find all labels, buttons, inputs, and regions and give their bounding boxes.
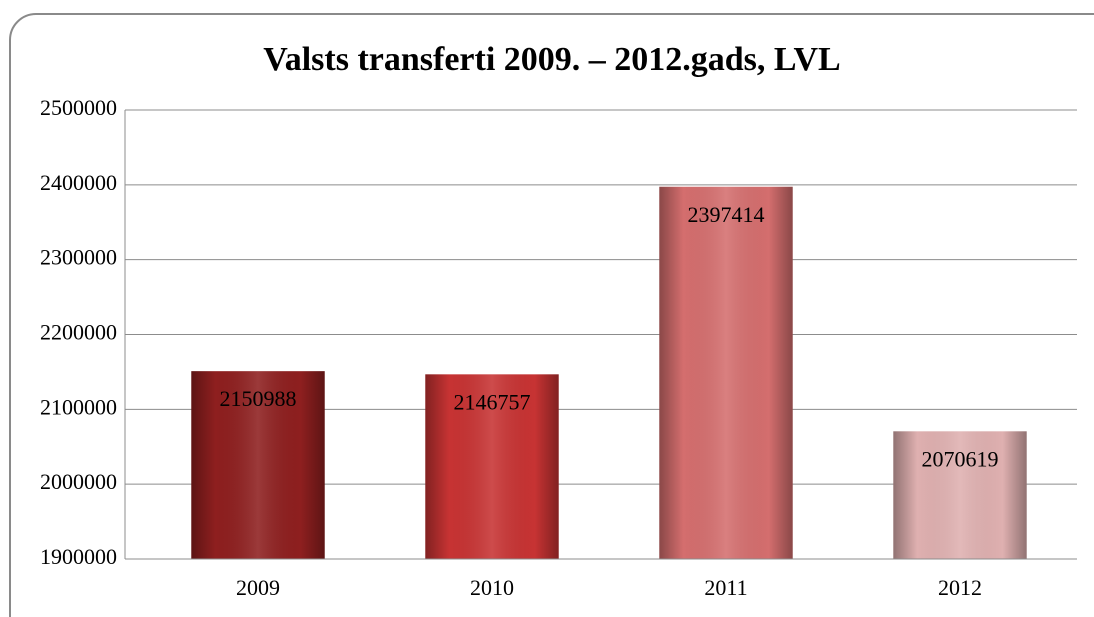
y-tick-label: 2400000 (40, 170, 117, 195)
y-tick-label: 1900000 (40, 544, 117, 569)
x-tick-label: 2011 (704, 575, 747, 600)
value-label: 2070619 (922, 446, 999, 471)
x-tick-label: 2009 (236, 575, 280, 600)
y-tick-label: 2000000 (40, 469, 117, 494)
value-label: 2397414 (688, 202, 765, 227)
value-label: 2150988 (220, 386, 297, 411)
bar-shade (893, 431, 1027, 559)
x-tick-label: 2012 (938, 575, 982, 600)
y-tick-label: 2100000 (40, 394, 117, 419)
bar-shade (425, 374, 559, 559)
x-tick-label: 2010 (470, 575, 514, 600)
bar-shade (659, 186, 793, 559)
bar-shade (191, 371, 325, 559)
chart-title: Valsts transferti 2009. – 2012.gads, LVL (263, 41, 840, 78)
y-tick-label: 2300000 (40, 245, 117, 270)
y-tick-label: 2200000 (40, 320, 117, 345)
value-label: 2146757 (454, 389, 531, 414)
y-tick-label: 2500000 (40, 95, 117, 120)
